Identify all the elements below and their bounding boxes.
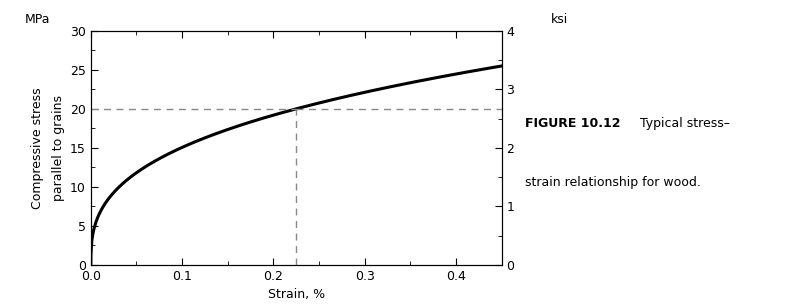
Text: ksi: ksi xyxy=(551,13,568,26)
Text: FIGURE 10.12: FIGURE 10.12 xyxy=(525,117,621,130)
X-axis label: Strain, %: Strain, % xyxy=(268,288,325,301)
Y-axis label: Compressive stress
parallel to grains: Compressive stress parallel to grains xyxy=(31,87,65,209)
Text: Typical stress–: Typical stress– xyxy=(632,117,730,130)
Text: MPa: MPa xyxy=(25,13,51,26)
Text: strain relationship for wood.: strain relationship for wood. xyxy=(525,176,702,188)
